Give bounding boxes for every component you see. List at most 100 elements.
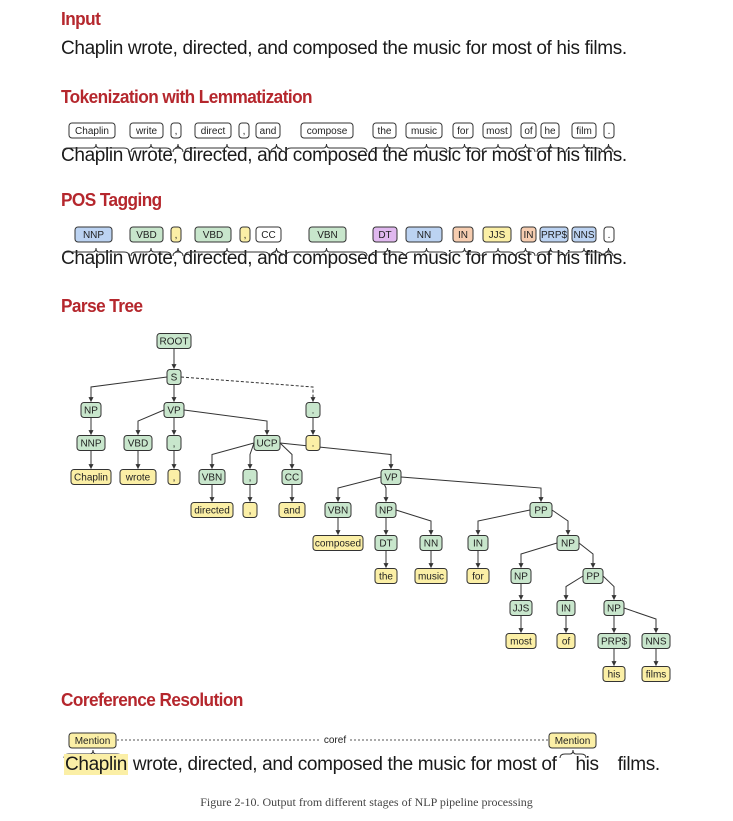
pos-brace-8 <box>405 247 448 257</box>
tokenization-sentence: Chaplin wrote, directed, and composed th… <box>61 145 627 166</box>
tree-node-33-label: JJS <box>513 604 530 615</box>
tree-node-20: VBN <box>324 502 352 518</box>
tree-node-30: for <box>466 568 490 584</box>
token-4-label: , <box>243 126 246 137</box>
pos-tag-9: IN <box>452 226 474 243</box>
tree-node-19-label: and <box>284 506 301 517</box>
pos-brace-11 <box>515 247 536 257</box>
token-12-label: he <box>544 126 556 137</box>
pos-brace-6 <box>285 247 368 257</box>
coref-sentence-mid: wrote, directed, and composed the music … <box>132 754 557 775</box>
token-5: and <box>255 122 281 139</box>
tree-node-14: , <box>242 469 258 485</box>
tree-node-30-label: for <box>472 572 484 583</box>
pos-brace-13 <box>565 247 603 257</box>
token-2-label: , <box>175 126 178 137</box>
tree-node-6: VBD <box>123 435 153 451</box>
tree-edge-31 <box>578 542 596 569</box>
pos-brace-7 <box>370 247 405 257</box>
tree-edge-24 <box>395 509 434 536</box>
token-4: , <box>238 122 250 139</box>
pos-tag-1: VBD <box>129 226 164 243</box>
token-11-label: of <box>524 126 533 137</box>
token-9: for <box>452 122 474 139</box>
tree-node-14-label: , <box>249 473 252 484</box>
pos-tag-13: NNS <box>571 226 597 243</box>
tree-node-18: , <box>242 502 258 518</box>
input-title: Input <box>61 8 101 29</box>
tree-edge-33 <box>563 575 584 601</box>
pos-brace-14 <box>603 247 614 257</box>
tree-node-40: his <box>602 666 626 682</box>
token-3-label: direct <box>201 126 226 137</box>
pos-brace-9 <box>448 247 481 257</box>
tree-node-35: NP <box>603 600 625 616</box>
tree-node-15: CC <box>281 469 303 485</box>
pos-brace-1 <box>130 247 172 257</box>
tree-node-9-label: . <box>312 439 315 450</box>
tree-node-16: VP <box>380 469 402 485</box>
token-brace-9 <box>448 143 481 153</box>
tree-node-4-label: . <box>312 406 315 417</box>
pos-brace-0 <box>62 247 130 257</box>
pos-tag-11: IN <box>520 226 537 243</box>
pos-tag-3-label: VBD <box>203 230 224 241</box>
token-brace-10 <box>481 143 515 153</box>
pos-tag-12: PRP$ <box>539 226 569 243</box>
tree-node-17-label: directed <box>194 506 230 517</box>
tree-node-36-label: most <box>510 637 532 648</box>
tokenization-title: Tokenization with Lemmatization <box>61 86 313 107</box>
tree-node-3-label: VP <box>167 406 181 417</box>
token-brace-8 <box>405 143 448 153</box>
token-10: most <box>482 122 512 139</box>
token-brace-2 <box>172 143 184 153</box>
pos-brace-4 <box>270 247 283 257</box>
tree-node-24-label: DT <box>379 539 392 550</box>
tree-node-1-label: S <box>171 373 178 384</box>
tree-node-2-label: NP <box>84 406 98 417</box>
tree-node-0: ROOT <box>156 333 192 349</box>
tree-node-9: . <box>305 435 321 451</box>
tree-node-29: music <box>414 568 448 584</box>
pos-tag-2-label: , <box>175 230 178 241</box>
tree-edge-1 <box>88 376 168 403</box>
token-10-label: most <box>486 126 508 137</box>
tree-node-13-label: VBN <box>202 473 223 484</box>
mention-his-label: Mention <box>555 736 591 747</box>
token-brace-11 <box>515 143 536 153</box>
tree-node-32: PP <box>582 568 604 584</box>
pos-tag-2: , <box>170 226 182 243</box>
pos-tag-12-label: PRP$ <box>541 230 568 241</box>
tree-node-33: JJS <box>509 600 533 616</box>
tree-node-8-label: UCP <box>256 439 277 450</box>
coref-sentence: Chaplin wrote, directed, and composed th… <box>64 754 660 776</box>
tree-node-28-label: the <box>379 572 393 583</box>
token-brace-7 <box>370 143 405 153</box>
token-brace-4 <box>270 143 283 153</box>
tree-node-20-label: VBN <box>328 506 349 517</box>
tree-node-31-label: NP <box>514 572 528 583</box>
token-13: film <box>571 122 597 139</box>
tree-node-23: composed <box>312 535 364 551</box>
token-3: direct <box>194 122 232 139</box>
tree-node-26: IN <box>467 535 489 551</box>
pos-tag-3: VBD <box>194 226 232 243</box>
tree-node-34: IN <box>556 600 576 616</box>
tree-node-29-label: music <box>418 572 444 583</box>
token-7: the <box>372 122 397 139</box>
tree-node-18-label: , <box>249 506 252 517</box>
tree-node-11-label: wrote <box>125 473 151 484</box>
pos-tag-10: JJS <box>482 226 512 243</box>
token-brace-13 <box>565 143 603 153</box>
pos-tag-7: DT <box>372 226 398 243</box>
tree-edge-7 <box>183 409 270 436</box>
pos-tag-5: CC <box>255 226 282 243</box>
mention-chaplin-label: Mention <box>75 736 111 747</box>
tree-node-25-label: NN <box>424 539 438 550</box>
token-1: write <box>129 122 164 139</box>
tree-node-7-label: , <box>173 439 176 450</box>
tree-node-37: of <box>556 633 576 649</box>
token-11: of <box>520 122 537 139</box>
tree-node-8: UCP <box>253 435 281 451</box>
token-0: Chaplin <box>68 122 116 139</box>
